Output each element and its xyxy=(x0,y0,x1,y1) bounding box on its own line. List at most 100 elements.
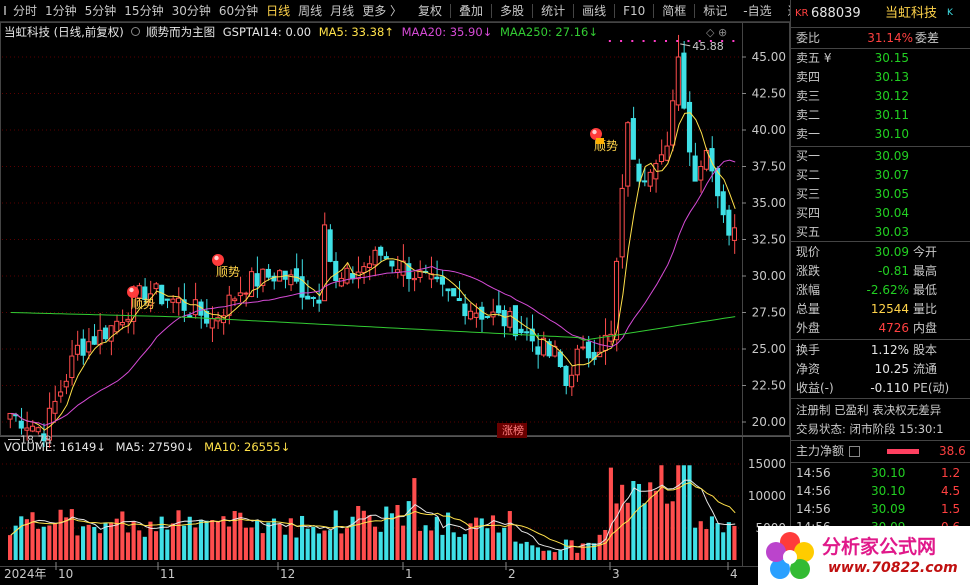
tick-price: 30.09 xyxy=(871,502,906,516)
tool-button[interactable]: F10 xyxy=(623,3,646,18)
volume-bar xyxy=(558,549,563,560)
tool-button[interactable]: 简框 xyxy=(662,3,687,18)
stat-label: 股本 xyxy=(913,343,938,357)
candle-body xyxy=(557,351,563,368)
candle-body xyxy=(35,427,41,433)
period-tab[interactable]: 1分钟 xyxy=(45,3,77,18)
mainflow-row[interactable]: 主力净额 38.6 xyxy=(796,444,966,458)
ma5-value: MA5: 33.38↑ xyxy=(318,25,394,39)
quote-stat-row: 现价 30.09 今开 xyxy=(791,244,970,261)
volume-bar xyxy=(120,511,125,560)
volume-bar xyxy=(659,465,664,560)
stat-value: -2.62% xyxy=(866,283,909,297)
volume-bar xyxy=(86,524,91,560)
tool-button[interactable]: 多股 xyxy=(500,3,525,18)
period-toggle-icon[interactable] xyxy=(4,6,6,15)
period-tab[interactable]: 月线 xyxy=(330,3,355,18)
volume-bar xyxy=(243,527,248,560)
volume-bar xyxy=(131,521,136,560)
period-tab[interactable]: 60分钟 xyxy=(218,3,259,18)
period-tab[interactable]: 30分钟 xyxy=(171,3,211,18)
candle-body xyxy=(625,122,631,187)
indicator-name[interactable]: 顺势而为主图 xyxy=(146,25,216,39)
candle-body xyxy=(361,266,367,274)
tool-button[interactable]: 标记 xyxy=(703,3,728,18)
volume-bar xyxy=(58,509,63,560)
volume-bar xyxy=(406,501,411,560)
volume-bar xyxy=(468,523,473,560)
price-axis-label: 27.50 xyxy=(752,306,786,320)
tick-time: 14:56 xyxy=(796,484,831,498)
fundamental-row: 换手 1.12% 股本 xyxy=(791,342,970,359)
period-tab[interactable]: 日线 xyxy=(266,3,291,18)
tool-button[interactable]: 画线 xyxy=(582,3,607,18)
candle-body xyxy=(164,298,170,301)
toolbar: 分时 1分钟 5分钟 15分钟 30分钟 60分钟 日线 周线 月线 更多 〉 复权 叠加 多股 统计 画… xyxy=(0,0,812,22)
zhangting-label: 涨榜 xyxy=(502,423,524,437)
candle-body xyxy=(636,163,642,182)
signal-dot xyxy=(620,40,623,42)
maa20-line xyxy=(10,159,736,427)
candle-body xyxy=(473,312,479,318)
menu-icon[interactable] xyxy=(849,446,860,457)
ask-price: 30.11 xyxy=(874,108,909,122)
date-axis-label: 3 xyxy=(612,567,620,581)
volume-bar xyxy=(311,526,316,560)
indicator-toggle-icon[interactable] xyxy=(131,27,141,36)
tick-price: 30.10 xyxy=(871,466,906,480)
candle-body xyxy=(333,260,339,282)
candle-body xyxy=(119,321,125,326)
signal-dot xyxy=(698,40,701,42)
volume-bar xyxy=(474,517,479,560)
candle-body xyxy=(675,56,681,106)
candle-body xyxy=(507,311,513,328)
candle-body xyxy=(726,209,732,236)
volume-bar xyxy=(535,547,540,560)
candle-body xyxy=(29,425,36,432)
stat-label: 收益(-) xyxy=(796,381,834,395)
candle-body xyxy=(237,292,243,297)
chart-settings-icons[interactable]: ◇ ⊕ xyxy=(706,26,728,39)
ask-level-row: 卖四 30.13 xyxy=(791,69,970,86)
volume-bar xyxy=(148,521,153,560)
candle-body xyxy=(254,273,260,287)
volume-bar xyxy=(552,552,557,560)
period-tab[interactable]: 分时 xyxy=(13,3,38,18)
candle-body xyxy=(484,315,490,318)
candle-body xyxy=(445,288,451,292)
kline-chart[interactable]: 45.00 42.50 40.00 37.50 35.00 32.50 30.00 27.50… xyxy=(0,22,790,585)
period-tab[interactable]: 更多 〉 xyxy=(362,3,403,18)
volume-bar xyxy=(715,523,720,560)
period-tab[interactable]: 5分钟 xyxy=(84,3,117,18)
candle-body xyxy=(91,336,97,345)
volume-bar xyxy=(513,541,518,560)
volume-ma5-line xyxy=(10,479,736,551)
volume-bar xyxy=(507,511,512,560)
low-price-label: 18.78 xyxy=(20,434,52,447)
period-tab[interactable]: 15分钟 xyxy=(124,3,164,18)
tool-button[interactable]: 叠加 xyxy=(459,3,484,18)
volume-bar xyxy=(670,501,675,560)
volume-axis-label: 10000 xyxy=(748,489,786,503)
ask-label: 卖五 ¥ xyxy=(796,51,832,65)
candle-body xyxy=(69,355,75,379)
tool-button[interactable]: 复权 xyxy=(418,3,443,18)
volume-bar xyxy=(502,527,507,560)
date-axis-label: 4 xyxy=(730,567,738,581)
candle-body xyxy=(439,276,445,285)
price-axis-label: 30.00 xyxy=(752,269,786,283)
candle-body xyxy=(299,276,305,298)
candle-body xyxy=(260,268,266,286)
period-tab[interactable]: 周线 xyxy=(298,3,323,18)
bid-level-row: 买一 30.09 xyxy=(791,148,970,165)
candle-body xyxy=(378,246,384,256)
stat-label: 最高 xyxy=(913,264,938,278)
maa250-line xyxy=(10,312,736,341)
bid-price: 30.09 xyxy=(874,149,909,163)
candle-body xyxy=(209,318,215,329)
autoselect-button[interactable]: -自选 xyxy=(743,3,772,18)
candle-body xyxy=(108,325,114,342)
tick-volume: 1.2 xyxy=(941,466,961,480)
tool-button[interactable]: 统计 xyxy=(541,3,566,18)
watermark-logo: 分析家公式网 www.70822.com xyxy=(758,526,970,585)
